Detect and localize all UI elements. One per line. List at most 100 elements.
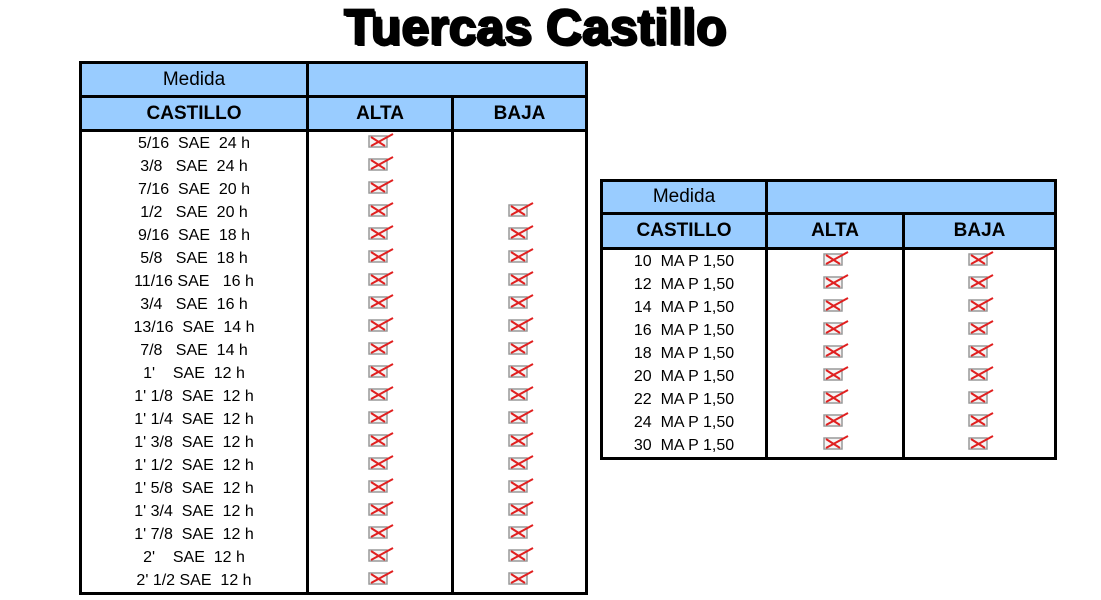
checked-x-icon[interactable] bbox=[505, 201, 535, 224]
table-row: 16 MA P 1,50 bbox=[600, 319, 1057, 342]
header-blank bbox=[765, 179, 1057, 215]
checked-x-icon[interactable] bbox=[365, 293, 395, 316]
size-cell: 1' SAE 12 h bbox=[79, 362, 309, 385]
baja-cell bbox=[451, 224, 588, 247]
alta-cell bbox=[765, 342, 905, 365]
table-row: 13/16 SAE 14 h bbox=[79, 316, 588, 339]
checked-x-icon[interactable] bbox=[365, 385, 395, 408]
checked-x-icon[interactable] bbox=[365, 546, 395, 569]
checked-x-icon[interactable] bbox=[820, 411, 850, 434]
alta-cell bbox=[306, 477, 454, 500]
checked-x-icon[interactable] bbox=[965, 365, 995, 388]
checked-x-icon[interactable] bbox=[505, 385, 535, 408]
checked-x-icon[interactable] bbox=[505, 316, 535, 339]
checked-x-icon[interactable] bbox=[505, 523, 535, 546]
right-table: Medida CASTILLO ALTA BAJA 10 MA P 1,50 12 M… bbox=[600, 179, 1057, 460]
baja-cell bbox=[902, 273, 1057, 296]
checked-x-icon[interactable] bbox=[505, 500, 535, 523]
checked-x-icon[interactable] bbox=[365, 500, 395, 523]
checked-x-icon[interactable] bbox=[365, 339, 395, 362]
table-row: 1' 5/8 SAE 12 h bbox=[79, 477, 588, 500]
baja-cell bbox=[902, 319, 1057, 342]
size-cell: 3/8 SAE 24 h bbox=[79, 155, 309, 178]
checked-x-icon[interactable] bbox=[820, 434, 850, 457]
left-table: Medida CASTILLO ALTA BAJA 5/16 SAE 24 h 3/8… bbox=[79, 61, 588, 595]
checked-x-icon[interactable] bbox=[365, 454, 395, 477]
page-title: Tuercas Castillo bbox=[343, 0, 727, 56]
table-row: 20 MA P 1,50 bbox=[600, 365, 1057, 388]
checked-x-icon[interactable] bbox=[505, 431, 535, 454]
checked-x-icon[interactable] bbox=[365, 316, 395, 339]
checked-x-icon[interactable] bbox=[365, 201, 395, 224]
checked-x-icon[interactable] bbox=[365, 178, 395, 201]
size-cell: 9/16 SAE 18 h bbox=[79, 224, 309, 247]
checked-x-icon[interactable] bbox=[820, 250, 850, 273]
checked-x-icon[interactable] bbox=[365, 132, 395, 155]
baja-cell bbox=[451, 546, 588, 569]
alta-cell bbox=[306, 500, 454, 523]
alta-cell bbox=[306, 201, 454, 224]
alta-cell bbox=[306, 293, 454, 316]
checked-x-icon[interactable] bbox=[505, 293, 535, 316]
size-cell: 14 MA P 1,50 bbox=[600, 296, 768, 319]
checked-x-icon[interactable] bbox=[505, 247, 535, 270]
baja-cell bbox=[451, 247, 588, 270]
baja-cell bbox=[451, 408, 588, 431]
checked-x-icon[interactable] bbox=[505, 477, 535, 500]
baja-cell bbox=[902, 296, 1057, 319]
checked-x-icon[interactable] bbox=[365, 247, 395, 270]
checked-x-icon[interactable] bbox=[820, 296, 850, 319]
checked-x-icon[interactable] bbox=[365, 408, 395, 431]
alta-cell bbox=[765, 248, 905, 273]
size-cell: 1' 1/4 SAE 12 h bbox=[79, 408, 309, 431]
header-medida: Medida bbox=[600, 179, 768, 215]
checked-x-icon[interactable] bbox=[820, 273, 850, 296]
table-row: 22 MA P 1,50 bbox=[600, 388, 1057, 411]
checked-x-icon[interactable] bbox=[505, 362, 535, 385]
checked-x-icon[interactable] bbox=[965, 342, 995, 365]
alta-cell bbox=[306, 546, 454, 569]
checked-x-icon[interactable] bbox=[505, 339, 535, 362]
checked-x-icon[interactable] bbox=[820, 365, 850, 388]
checked-x-icon[interactable] bbox=[365, 362, 395, 385]
checked-x-icon[interactable] bbox=[965, 250, 995, 273]
checked-x-icon[interactable] bbox=[505, 408, 535, 431]
table-row: 3/8 SAE 24 h bbox=[79, 155, 588, 178]
header-medida: Medida bbox=[79, 61, 309, 98]
checked-x-icon[interactable] bbox=[365, 523, 395, 546]
checked-x-icon[interactable] bbox=[365, 224, 395, 247]
checked-x-icon[interactable] bbox=[965, 434, 995, 457]
table-row: 1' 1/2 SAE 12 h bbox=[79, 454, 588, 477]
alta-cell bbox=[306, 155, 454, 178]
checked-x-icon[interactable] bbox=[365, 270, 395, 293]
checked-x-icon[interactable] bbox=[820, 319, 850, 342]
checked-x-icon[interactable] bbox=[965, 388, 995, 411]
alta-cell bbox=[765, 273, 905, 296]
checked-x-icon[interactable] bbox=[965, 319, 995, 342]
checked-x-icon[interactable] bbox=[365, 155, 395, 178]
checked-x-icon[interactable] bbox=[505, 454, 535, 477]
baja-cell bbox=[902, 411, 1057, 434]
checked-x-icon[interactable] bbox=[505, 569, 535, 592]
checked-x-icon[interactable] bbox=[820, 342, 850, 365]
checked-x-icon[interactable] bbox=[965, 273, 995, 296]
size-cell: 13/16 SAE 14 h bbox=[79, 316, 309, 339]
checked-x-icon[interactable] bbox=[505, 224, 535, 247]
checked-x-icon[interactable] bbox=[365, 477, 395, 500]
checked-x-icon[interactable] bbox=[965, 411, 995, 434]
checked-x-icon[interactable] bbox=[820, 388, 850, 411]
checked-x-icon[interactable] bbox=[365, 569, 395, 592]
checked-x-icon[interactable] bbox=[365, 431, 395, 454]
table-row: 7/16 SAE 20 h bbox=[79, 178, 588, 201]
table-row: 18 MA P 1,50 bbox=[600, 342, 1057, 365]
header-blank bbox=[306, 61, 588, 98]
checked-x-icon[interactable] bbox=[505, 546, 535, 569]
header-baja: BAJA bbox=[902, 212, 1057, 250]
baja-cell bbox=[451, 270, 588, 293]
size-cell: 7/16 SAE 20 h bbox=[79, 178, 309, 201]
size-cell: 24 MA P 1,50 bbox=[600, 411, 768, 434]
baja-cell bbox=[451, 362, 588, 385]
checked-x-icon[interactable] bbox=[965, 296, 995, 319]
baja-cell bbox=[451, 201, 588, 224]
checked-x-icon[interactable] bbox=[505, 270, 535, 293]
